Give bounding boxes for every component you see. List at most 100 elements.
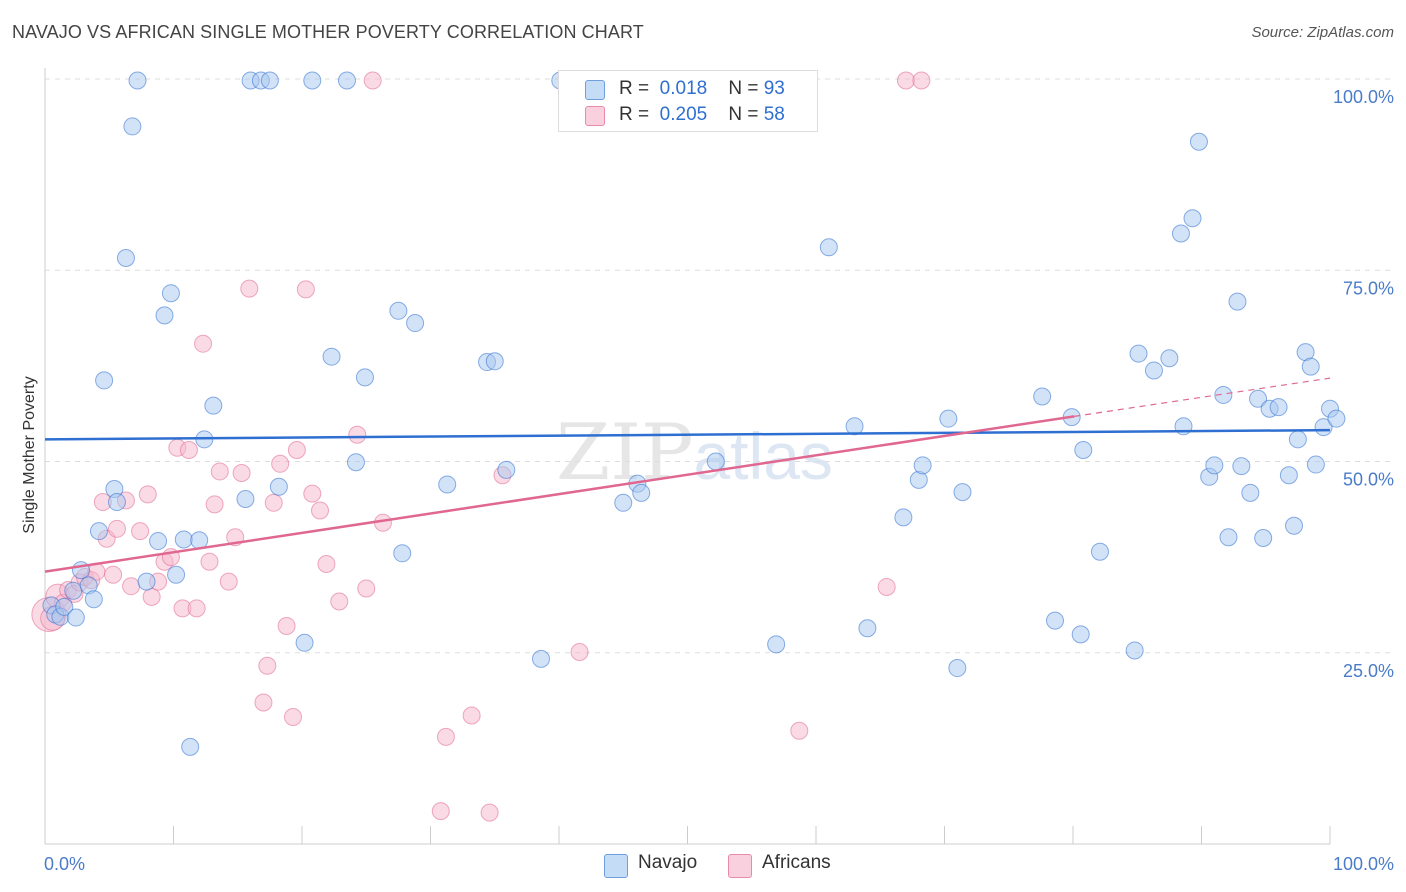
y-tick-label: 25.0% xyxy=(1343,661,1394,681)
navajo-point xyxy=(1214,385,1233,404)
navajo-point xyxy=(123,117,142,136)
y-tick-label: 75.0% xyxy=(1343,278,1394,298)
navajo-point xyxy=(948,659,967,678)
navajo-point xyxy=(1306,455,1325,474)
r-value-navajo: 0.018 xyxy=(659,78,708,99)
africans-legend-swatch xyxy=(728,854,752,878)
navajo-point xyxy=(1071,625,1090,644)
navajo-point xyxy=(64,581,83,600)
navajo-point xyxy=(174,530,193,549)
navajo-swatch xyxy=(585,80,605,100)
navajo-point xyxy=(1288,430,1307,449)
n-label: N = xyxy=(728,104,759,125)
navajo-point xyxy=(128,71,147,90)
n-label: N = xyxy=(728,78,759,99)
chart-title: NAVAJO VS AFRICAN SINGLE MOTHER POVERTY … xyxy=(12,22,644,42)
navajo-point xyxy=(1046,611,1065,630)
r-label: R = xyxy=(619,78,650,99)
navajo-points xyxy=(42,71,1346,756)
navajo-point xyxy=(1232,457,1251,476)
navajo-point xyxy=(393,544,412,563)
africans-point xyxy=(310,501,329,520)
africans-point xyxy=(431,802,450,821)
r-value-africans: 0.205 xyxy=(659,104,708,125)
x-tick-label: 0.0% xyxy=(44,854,85,874)
navajo-point xyxy=(161,284,180,303)
africans-point xyxy=(104,565,123,584)
africans-swatch xyxy=(585,106,605,126)
navajo-point xyxy=(894,508,913,527)
axes xyxy=(44,68,1331,845)
navajo-point xyxy=(269,477,288,496)
navajo-point xyxy=(1285,516,1304,535)
navajo-point xyxy=(322,347,341,366)
navajo-point xyxy=(337,71,356,90)
navajo-point xyxy=(953,483,972,502)
navajo-point xyxy=(406,314,425,333)
navajo-point xyxy=(1144,361,1163,380)
navajo-point xyxy=(497,460,516,479)
africans-point xyxy=(570,642,589,661)
stats-text-africans: R = 0.205 N = 58 xyxy=(619,104,785,126)
n-value-africans: 58 xyxy=(763,104,785,125)
chart-source: Source: ZipAtlas.com xyxy=(1251,24,1394,41)
africans-point xyxy=(107,519,126,538)
tick-labels: 100.0% 75.0% 50.0% 25.0% 0.0% 100.0% xyxy=(44,87,1394,874)
y-tick-label: 100.0% xyxy=(1333,87,1394,107)
navajo-point xyxy=(89,522,108,541)
africans-point xyxy=(790,721,809,740)
navajo-point xyxy=(1241,483,1260,502)
navajo-point xyxy=(438,475,457,494)
navajo-point xyxy=(939,409,958,428)
navajo-point xyxy=(167,565,186,584)
navajo-point xyxy=(181,737,200,756)
navajo-point xyxy=(1228,292,1247,311)
africans-points xyxy=(31,71,931,822)
africans-point xyxy=(232,463,251,482)
africans-point xyxy=(348,425,367,444)
navajo-point xyxy=(1205,456,1224,475)
navajo-point xyxy=(236,489,255,508)
africans-point xyxy=(296,280,315,299)
x-tick-label: 100.0% xyxy=(1333,854,1394,874)
navajo-point xyxy=(303,71,322,90)
africans-point xyxy=(194,334,213,353)
navajo-trend-line xyxy=(44,428,1331,441)
africans-point xyxy=(254,693,273,712)
navajo-point xyxy=(355,368,374,387)
navajo-point xyxy=(767,635,786,654)
navajo-point xyxy=(485,352,504,371)
navajo-point xyxy=(295,633,314,652)
r-label: R = xyxy=(619,104,650,125)
navajo-point xyxy=(614,493,633,512)
navajo-point xyxy=(1033,387,1052,406)
africans-point xyxy=(264,493,283,512)
navajo-point xyxy=(1090,542,1109,561)
navajo-legend-swatch xyxy=(604,854,628,878)
africans-point xyxy=(912,71,931,90)
navajo-point xyxy=(149,532,168,551)
africans-point xyxy=(271,454,290,473)
africans-point xyxy=(284,708,303,727)
navajo-point xyxy=(66,608,85,627)
navajo-point xyxy=(1249,389,1268,408)
navajo-point xyxy=(845,417,864,436)
navajo-point xyxy=(260,71,279,90)
africans-point xyxy=(138,485,157,504)
africans-point xyxy=(357,579,376,598)
navajo-point xyxy=(204,396,223,415)
africans-trend-extension xyxy=(1074,377,1331,417)
navajo-point xyxy=(95,371,114,390)
navajo-point xyxy=(1254,529,1273,547)
africans-point xyxy=(317,555,336,574)
navajo-point xyxy=(346,453,365,472)
africans-point xyxy=(303,484,322,503)
navajo-point xyxy=(532,649,551,668)
africans-point xyxy=(363,71,382,90)
navajo-point xyxy=(55,597,74,616)
navajo-point xyxy=(1327,409,1346,428)
navajo-point xyxy=(1183,209,1202,228)
navajo-point xyxy=(1301,357,1320,376)
stats-legend: R = 0.018 N = 93 R = 0.205 N = 58 xyxy=(558,70,818,132)
navajo-point xyxy=(1074,441,1093,460)
